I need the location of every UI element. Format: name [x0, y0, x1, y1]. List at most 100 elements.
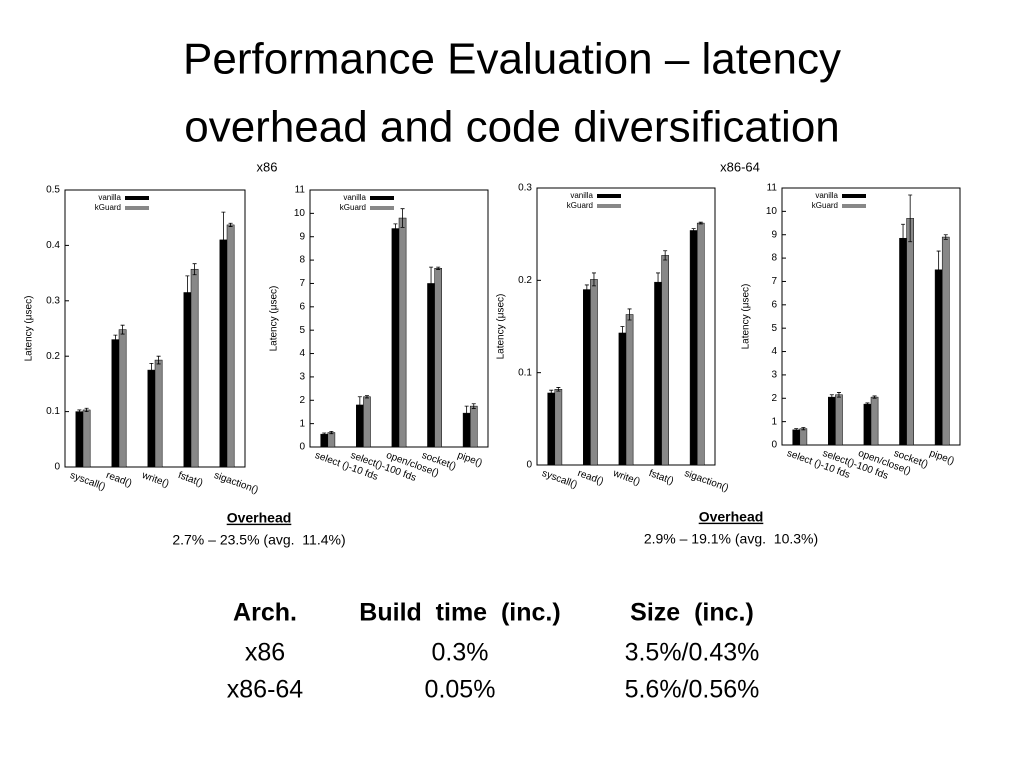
- x-tick-label: fstat(): [176, 470, 204, 489]
- error-bar: [943, 234, 948, 240]
- bar: [792, 429, 801, 446]
- bar: [427, 283, 435, 448]
- error-bar: [836, 392, 841, 398]
- y-tick-label: 0.1: [518, 367, 532, 378]
- bar: [899, 237, 907, 446]
- x-tick-label: read(): [576, 468, 605, 487]
- error-bar: [400, 208, 405, 228]
- error-bar: [364, 395, 369, 399]
- table-header: Arch.: [233, 599, 297, 627]
- bar: [111, 339, 120, 468]
- error-bar: [471, 403, 476, 409]
- bar: [554, 389, 563, 466]
- y-tick-label: 0.4: [46, 240, 60, 251]
- y-tick-label: 1: [771, 416, 777, 427]
- x-tick-label: sigaction(): [683, 468, 730, 494]
- error-bar: [620, 326, 625, 340]
- y-tick-label: 10: [294, 208, 306, 219]
- bar: [183, 292, 192, 468]
- bar: [82, 409, 91, 468]
- group-label: x86-64: [720, 159, 760, 174]
- error-bar: [936, 250, 941, 289]
- legend-label: kGuard: [567, 201, 593, 210]
- y-tick-label: 0.2: [46, 351, 60, 362]
- y-tick-label: 11: [767, 183, 778, 194]
- y-tick-label: 4: [771, 346, 777, 357]
- overhead-text: 2.9% – 19.1% (avg. 10.3%): [644, 531, 818, 547]
- y-tick-label: 2: [771, 393, 777, 404]
- error-bar: [77, 409, 82, 414]
- bar: [469, 405, 478, 448]
- error-bar: [329, 430, 334, 435]
- y-tick-label: 5: [771, 323, 777, 334]
- error-bar: [156, 355, 161, 365]
- error-bar: [801, 427, 806, 431]
- error-bar: [221, 211, 226, 268]
- y-tick-label: 5: [299, 325, 305, 336]
- error-bar: [584, 284, 589, 295]
- error-bar: [429, 266, 434, 301]
- bar: [547, 392, 556, 466]
- error-bar: [794, 428, 799, 432]
- error-bar: [393, 223, 398, 234]
- y-tick-label: 0.3: [46, 295, 60, 306]
- error-bar: [901, 223, 906, 253]
- y-tick-label: 3: [299, 372, 305, 383]
- error-bar: [464, 405, 469, 421]
- error-bar: [556, 387, 561, 392]
- bar: [654, 281, 662, 466]
- bar: [689, 230, 698, 466]
- overhead-title: Overhead: [699, 509, 764, 525]
- y-tick-label: 7: [771, 276, 777, 287]
- legend-label: kGuard: [95, 203, 121, 212]
- bar: [906, 218, 914, 446]
- bar: [828, 396, 836, 446]
- slide-title: overhead and code diversification: [184, 103, 840, 152]
- x-tick-label: write(): [140, 470, 171, 490]
- bar: [190, 268, 199, 468]
- legend-label: vanilla: [570, 191, 593, 200]
- error-bar: [829, 394, 834, 400]
- bar: [118, 329, 127, 468]
- y-tick-label: 3: [771, 370, 777, 381]
- y-tick-label: 4: [299, 348, 305, 359]
- table-cell: 3.5%/0.43%: [625, 639, 760, 667]
- error-bar: [698, 221, 703, 225]
- bar: [941, 236, 950, 446]
- y-axis-label: Latency (μsec): [496, 294, 507, 360]
- x-tick-label: syscall(): [540, 468, 578, 491]
- bar: [590, 279, 598, 466]
- error-bar: [84, 407, 89, 412]
- bar: [863, 403, 872, 446]
- error-bar: [436, 266, 441, 270]
- x-tick-label: write(): [611, 468, 642, 488]
- bar: [583, 289, 591, 466]
- error-bar: [656, 272, 661, 292]
- bar: [154, 359, 163, 468]
- error-bar: [185, 275, 190, 310]
- bar: [363, 396, 371, 448]
- bar: [434, 268, 442, 448]
- y-tick-label: 8: [771, 253, 777, 264]
- legend-label: kGuard: [340, 203, 366, 212]
- x-tick-label: syscall(): [68, 470, 106, 493]
- error-bar: [872, 395, 877, 399]
- error-bar: [120, 324, 125, 335]
- table-header: Size (inc.): [630, 599, 754, 627]
- error-bar: [228, 222, 233, 227]
- bar: [625, 314, 634, 466]
- bar: [661, 255, 669, 466]
- error-bar: [192, 263, 197, 276]
- bar: [226, 224, 235, 468]
- table-cell: 0.3%: [432, 639, 489, 667]
- group-label: x86: [257, 159, 278, 174]
- y-axis-label: Latency (μsec): [741, 284, 752, 350]
- error-bar: [691, 228, 696, 233]
- x-tick-label: pipe(): [456, 450, 484, 469]
- overhead-title: Overhead: [227, 510, 292, 526]
- error-bar: [149, 363, 154, 378]
- bar: [320, 433, 329, 448]
- y-tick-label: 8: [299, 255, 305, 266]
- y-tick-label: 10: [766, 206, 778, 217]
